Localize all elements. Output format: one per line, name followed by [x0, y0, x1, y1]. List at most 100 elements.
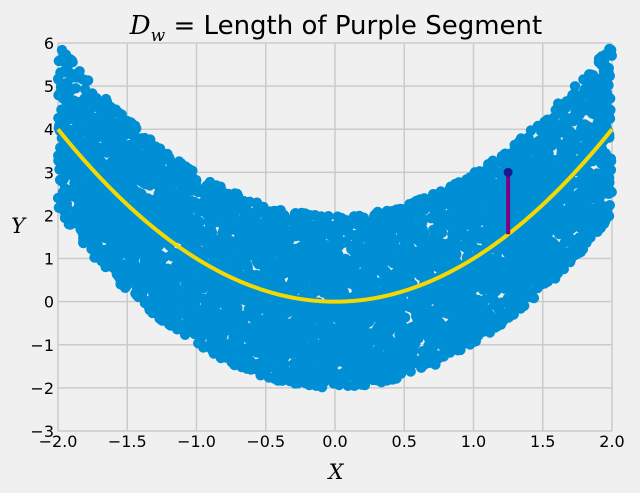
scatter-point [161, 177, 172, 188]
scatter-point [276, 284, 288, 295]
scatter-point [521, 253, 532, 265]
scatter-point [575, 106, 587, 118]
scatter-point [547, 157, 559, 168]
scatter-point [514, 169, 526, 180]
scatter-point [460, 276, 472, 287]
scatter-point [487, 168, 499, 180]
scatter-point [354, 341, 366, 352]
scatter-point [135, 244, 147, 256]
scatter-point [557, 127, 569, 138]
scatter-point [320, 253, 331, 264]
scatter-point [243, 289, 254, 301]
scatter-point [329, 251, 340, 262]
scatter-point [438, 283, 450, 294]
scatter-point [82, 97, 93, 109]
scatter-point [509, 139, 520, 151]
scatter-point [259, 233, 271, 244]
scatter-point [390, 299, 401, 310]
scatter-point [588, 106, 599, 117]
scatter-point [419, 257, 430, 268]
scatter-point [482, 262, 493, 273]
scatter-point [234, 334, 245, 345]
scatter-point [53, 150, 64, 161]
scatter-point [87, 177, 98, 189]
scatter-point [54, 115, 66, 126]
scatter-point [226, 190, 237, 201]
scatter-point [126, 250, 137, 261]
scatter-point [101, 96, 113, 108]
scatter-point [113, 173, 124, 184]
scatter-point [529, 155, 541, 166]
scatter-point [433, 302, 444, 314]
scatter-point [127, 214, 138, 225]
scatter-point [473, 312, 484, 323]
scatter-point [595, 190, 606, 202]
scatter-point [419, 310, 430, 322]
scatter-point [302, 324, 313, 335]
scatter-point [538, 168, 549, 180]
scatter-point [548, 112, 559, 124]
scatter-point [469, 211, 480, 222]
scatter-point [517, 298, 529, 309]
scatter-point [378, 339, 389, 351]
scatter-point [182, 239, 193, 250]
scatter-point [389, 364, 400, 375]
scatter-point [133, 291, 144, 303]
scatter-point [293, 263, 304, 275]
scatter-point [71, 99, 82, 111]
scatter-point [382, 227, 393, 239]
scatter-point [562, 118, 573, 129]
scatter-point [125, 148, 136, 159]
scatter-point [209, 320, 220, 332]
scatter-point [187, 278, 198, 289]
scatter-point [299, 282, 310, 293]
scatter-point [449, 254, 460, 266]
scatter-point [289, 318, 301, 330]
scatter-point [530, 139, 542, 151]
scatter-point [454, 220, 465, 232]
scatter-point [243, 216, 255, 228]
scatter-point [152, 172, 163, 183]
scatter-point [465, 237, 476, 248]
scatter-point [357, 257, 368, 268]
scatter-point [74, 176, 85, 188]
scatter-point [355, 308, 366, 319]
scatter-point [218, 191, 229, 202]
scatter-point [314, 281, 325, 292]
scatter-point [199, 234, 210, 246]
scatter-point [152, 258, 163, 269]
scatter-point [580, 171, 591, 183]
scatter-point [516, 196, 527, 208]
scatter-point [74, 115, 85, 126]
scatter-point [314, 303, 326, 315]
scatter-point [349, 245, 361, 257]
scatter-point [520, 279, 532, 291]
scatter-point [245, 241, 256, 252]
scatter-point [280, 238, 291, 249]
scatter-point [474, 262, 485, 273]
scatter-point [255, 364, 266, 375]
scatter-point [601, 175, 613, 187]
scatter-point [456, 310, 468, 322]
scatter-point [324, 322, 336, 333]
scatter-point [492, 221, 503, 232]
scatter-point [307, 232, 318, 243]
scatter-point [160, 277, 172, 289]
scatter-point [63, 215, 75, 227]
scatter-point [340, 253, 351, 265]
scatter-point [349, 373, 360, 384]
scatter-point [197, 276, 208, 288]
scatter-point [230, 205, 241, 216]
scatter-point [585, 127, 596, 138]
scatter-point [242, 322, 254, 334]
scatter-point [351, 231, 362, 243]
scatter-point [106, 141, 117, 152]
scatter-point [137, 159, 149, 170]
scatter-point [578, 189, 590, 200]
scatter-point [128, 169, 140, 180]
scatter-point [480, 294, 491, 305]
scatter-point [248, 230, 259, 242]
scatter-point [546, 133, 558, 145]
scatter-point [208, 340, 220, 351]
scatter-point [438, 245, 450, 257]
